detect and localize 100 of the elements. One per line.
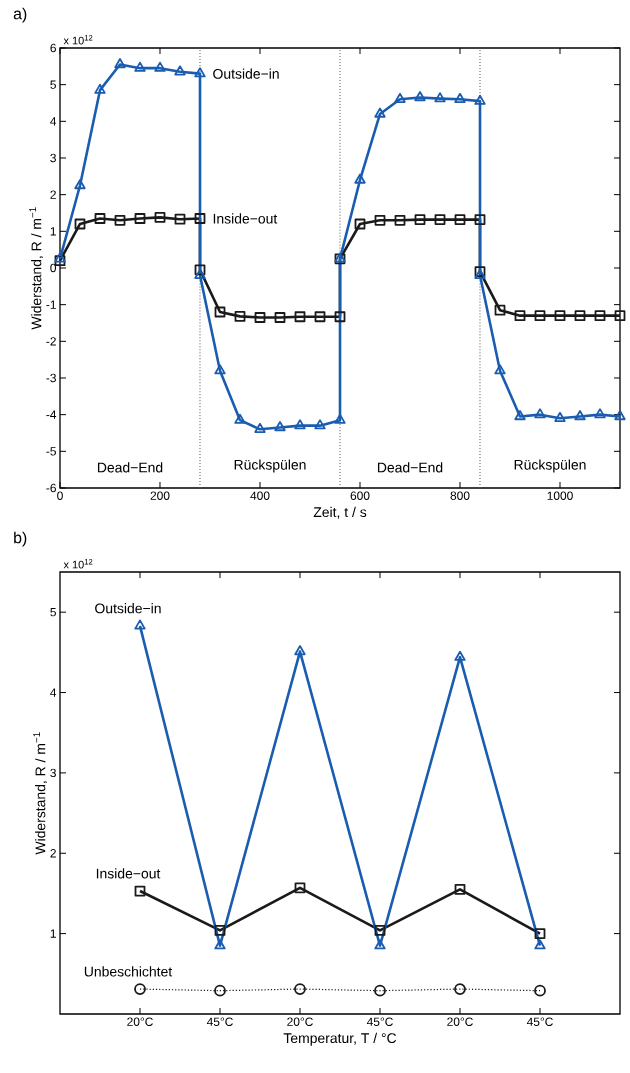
point bbox=[534, 928, 546, 940]
point bbox=[154, 61, 166, 72]
y-tick-label: -1 bbox=[46, 300, 56, 309]
y-tick-label: -6 bbox=[46, 483, 56, 493]
point bbox=[314, 311, 326, 323]
point bbox=[94, 213, 106, 224]
point bbox=[374, 925, 386, 936]
point bbox=[534, 939, 546, 950]
y-tick-label: 6 bbox=[50, 43, 56, 53]
point bbox=[434, 214, 446, 225]
y-tick-label: -4 bbox=[46, 410, 57, 419]
point bbox=[194, 67, 206, 78]
series-label: Outside−in bbox=[95, 603, 161, 614]
point bbox=[114, 214, 126, 226]
point bbox=[474, 214, 486, 225]
series-label: Unbeschichtet bbox=[84, 966, 173, 977]
point bbox=[394, 214, 406, 226]
point bbox=[474, 94, 486, 105]
series-label: Inside−out bbox=[96, 868, 161, 879]
point bbox=[454, 214, 466, 225]
point bbox=[134, 619, 146, 630]
x-tick-label: 20°C bbox=[127, 1017, 153, 1026]
point bbox=[454, 650, 466, 661]
x-tick-label: 20°C bbox=[447, 1017, 473, 1026]
point bbox=[214, 306, 226, 318]
point bbox=[214, 925, 226, 936]
x-axis-title: Zeit, t / s bbox=[313, 506, 367, 519]
chart-title: a) bbox=[13, 7, 27, 23]
x-tick-label: 400 bbox=[250, 491, 270, 500]
point bbox=[614, 310, 626, 322]
point bbox=[314, 419, 326, 430]
y-tick-label: 2 bbox=[50, 190, 56, 199]
point bbox=[554, 310, 566, 322]
series-label: Inside−out bbox=[213, 213, 278, 224]
point bbox=[354, 218, 366, 230]
x-tick-label: 45°C bbox=[206, 1017, 233, 1026]
point bbox=[174, 65, 186, 76]
point bbox=[174, 213, 186, 225]
y-tick-label: -2 bbox=[46, 337, 56, 346]
point bbox=[454, 983, 466, 995]
point bbox=[534, 408, 546, 419]
point bbox=[494, 364, 506, 375]
point bbox=[254, 422, 266, 433]
x-tick-label: 45°C bbox=[366, 1017, 393, 1026]
x-tick-label: 800 bbox=[450, 491, 470, 500]
point bbox=[594, 408, 606, 419]
point bbox=[54, 252, 66, 263]
point bbox=[134, 213, 146, 224]
point bbox=[294, 311, 306, 323]
x-axis-title: Temperatur, T / °C bbox=[283, 1032, 397, 1046]
y-tick-label: 3 bbox=[50, 768, 56, 778]
y-tick-label: -3 bbox=[46, 373, 56, 383]
point bbox=[134, 983, 146, 995]
y-tick-label: 1 bbox=[50, 227, 56, 236]
annotation: Dead−End bbox=[97, 462, 163, 473]
x-tick-label: 600 bbox=[350, 491, 370, 500]
point bbox=[334, 413, 346, 424]
point bbox=[194, 264, 206, 276]
point bbox=[154, 211, 166, 223]
x-tick-label: 200 bbox=[150, 491, 170, 500]
point bbox=[434, 92, 446, 103]
point bbox=[54, 255, 66, 267]
annotation: Rückspülen bbox=[514, 459, 586, 473]
point bbox=[454, 92, 466, 103]
x-tick-label: 45°C bbox=[526, 1017, 553, 1026]
y-tick-label: 3 bbox=[50, 153, 56, 163]
point bbox=[274, 421, 286, 432]
point bbox=[374, 939, 386, 950]
text: x 10$^{12}$ bbox=[63, 35, 93, 45]
point bbox=[614, 410, 626, 421]
point bbox=[294, 645, 306, 656]
point bbox=[74, 218, 86, 230]
y-tick-label: 4 bbox=[50, 117, 57, 126]
y-tick-label: 2 bbox=[50, 849, 56, 858]
point bbox=[374, 214, 386, 226]
point bbox=[574, 310, 586, 322]
point bbox=[94, 83, 106, 94]
y-axis-title: Widerstand, R / m$^{−1}$ bbox=[33, 732, 47, 855]
point bbox=[554, 411, 566, 422]
point bbox=[214, 364, 226, 375]
y-tick-label: -5 bbox=[46, 447, 56, 456]
series-label: Outside−in bbox=[213, 68, 279, 79]
point bbox=[194, 213, 206, 224]
annotation: Rückspülen bbox=[234, 459, 306, 473]
point bbox=[294, 882, 306, 894]
point bbox=[134, 61, 146, 72]
point bbox=[74, 179, 86, 190]
point bbox=[574, 410, 586, 421]
point bbox=[114, 58, 126, 69]
point bbox=[354, 173, 366, 184]
point bbox=[334, 311, 346, 323]
point bbox=[534, 310, 546, 322]
y-tick-label: 4 bbox=[50, 688, 57, 697]
point bbox=[494, 304, 506, 316]
point bbox=[274, 312, 286, 323]
point bbox=[254, 312, 266, 323]
point bbox=[514, 410, 526, 421]
point bbox=[234, 310, 246, 322]
point bbox=[374, 984, 386, 997]
point bbox=[594, 310, 606, 322]
